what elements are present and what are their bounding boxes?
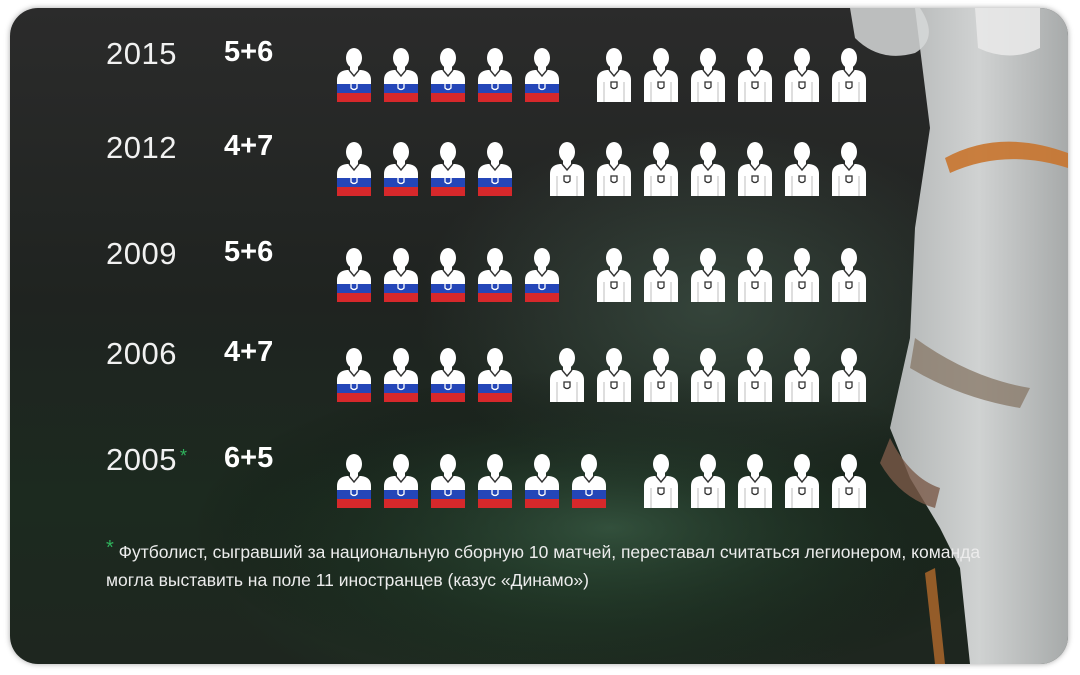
foreign-player-icon <box>550 142 584 196</box>
foreign-player-icon <box>644 142 678 196</box>
russian-player-icon <box>431 48 465 102</box>
russian-player-icon <box>572 454 606 508</box>
row-2012: 2012 4+7 <box>10 130 1068 200</box>
footnote-star: * <box>106 537 114 559</box>
russian-player-icon <box>337 348 371 402</box>
footnote-text: Футболист, сыгравший за национальную сбо… <box>106 542 981 590</box>
russian-player-icon <box>337 248 371 302</box>
russian-player-icon <box>525 454 559 508</box>
russian-player-icon <box>384 348 418 402</box>
row-2015: 2015 5+6 <box>10 36 1068 106</box>
player-icons-2005 <box>337 454 866 508</box>
foreign-player-icon <box>691 454 725 508</box>
footnote: * Футболист, сыгравший за национальную с… <box>106 537 986 594</box>
player-icons-2015 <box>337 48 866 102</box>
foreign-player-icon <box>785 48 819 102</box>
foreign-player-icon <box>738 142 772 196</box>
russian-player-icon <box>384 48 418 102</box>
split-label: 5+6 <box>224 36 274 68</box>
foreign-player-icon <box>832 142 866 196</box>
russian-player-icon <box>384 248 418 302</box>
russian-player-icon <box>337 142 371 196</box>
row-2005: 2005 * 6+5 <box>10 442 1068 512</box>
russian-player-icon <box>431 348 465 402</box>
year-label: 2012 <box>106 130 177 165</box>
russian-player-icon <box>337 48 371 102</box>
foreign-player-icon <box>644 348 678 402</box>
split-label: 4+7 <box>224 336 274 368</box>
foreign-player-icon <box>738 348 772 402</box>
split-label: 4+7 <box>224 130 274 162</box>
foreign-player-icon <box>832 454 866 508</box>
player-icons-2012 <box>337 142 866 196</box>
russian-player-icon <box>337 454 371 508</box>
russian-player-icon <box>478 248 512 302</box>
foreign-player-icon <box>691 348 725 402</box>
foreign-player-icon <box>691 48 725 102</box>
foreign-player-icon <box>597 348 631 402</box>
foreign-player-icon <box>832 348 866 402</box>
russian-player-icon <box>525 248 559 302</box>
foreign-player-icon <box>785 348 819 402</box>
infographic-card: 2015 5+6 2012 4+7 2009 5+6 2006 4+7 2005… <box>10 8 1068 664</box>
foreign-player-icon <box>785 142 819 196</box>
foreign-player-icon <box>691 248 725 302</box>
foreign-player-icon <box>832 48 866 102</box>
player-icons-2006 <box>337 348 866 402</box>
foreign-player-icon <box>597 248 631 302</box>
russian-player-icon <box>431 142 465 196</box>
russian-player-icon <box>478 142 512 196</box>
foreign-player-icon <box>644 454 678 508</box>
foreign-player-icon <box>738 248 772 302</box>
russian-player-icon <box>525 48 559 102</box>
foreign-player-icon <box>644 48 678 102</box>
foreign-player-icon <box>597 48 631 102</box>
foreign-player-icon <box>785 454 819 508</box>
year-label: 2005 * <box>106 442 188 477</box>
foreign-player-icon <box>597 142 631 196</box>
year-label: 2015 <box>106 36 177 71</box>
split-label: 6+5 <box>224 442 274 474</box>
foreign-player-icon <box>691 142 725 196</box>
russian-player-icon <box>384 454 418 508</box>
russian-player-icon <box>431 454 465 508</box>
footnote-mark: * <box>179 446 188 466</box>
foreign-player-icon <box>785 248 819 302</box>
russian-player-icon <box>431 248 465 302</box>
year-label: 2009 <box>106 236 177 271</box>
foreign-player-icon <box>738 48 772 102</box>
row-2009: 2009 5+6 <box>10 236 1068 306</box>
row-2006: 2006 4+7 <box>10 336 1068 406</box>
player-icons-2009 <box>337 248 866 302</box>
foreign-player-icon <box>644 248 678 302</box>
year-label: 2006 <box>106 336 177 371</box>
split-label: 5+6 <box>224 236 274 268</box>
foreign-player-icon <box>738 454 772 508</box>
background-player-silhouette <box>190 8 1068 664</box>
foreign-player-icon <box>550 348 584 402</box>
russian-player-icon <box>478 348 512 402</box>
russian-player-icon <box>478 454 512 508</box>
foreign-player-icon <box>832 248 866 302</box>
russian-player-icon <box>384 142 418 196</box>
russian-player-icon <box>478 48 512 102</box>
